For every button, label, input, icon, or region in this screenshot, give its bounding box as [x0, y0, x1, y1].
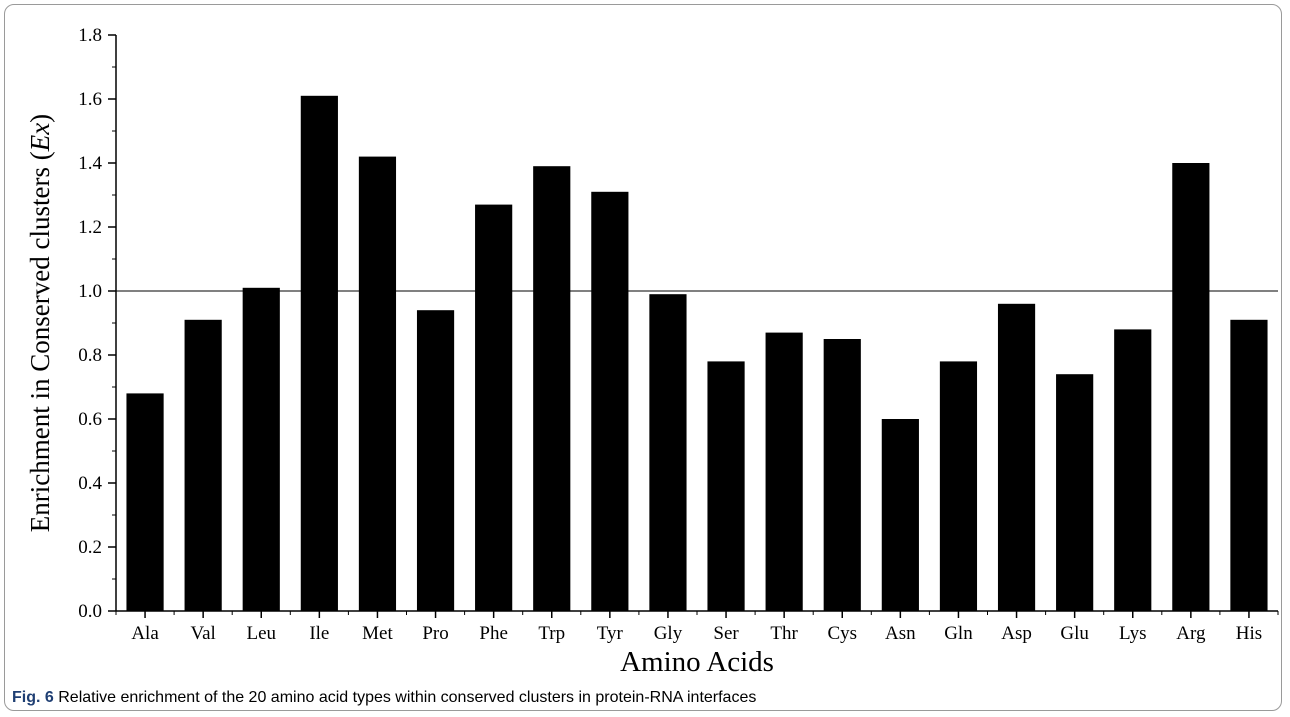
figure-caption-label: Fig. 6 [12, 689, 54, 706]
y-axis-title: Enrichment in Conserved clusters (Ex) [25, 114, 55, 532]
x-tick-label-cys: Cys [827, 623, 857, 644]
x-axis-title: Amino Acids [620, 646, 774, 678]
x-tick-label-lys: Lys [1119, 623, 1146, 644]
bars-layer [126, 95, 1268, 612]
y-tick-label: 0.6 [78, 409, 102, 430]
x-tick-label-asp: Asp [1001, 623, 1032, 644]
y-axis-title-italic: Ex [25, 123, 55, 152]
axes-layer [115, 35, 1278, 612]
x-ticks-layer: Ala Val Leu Ile Met Pro Phe Trp Tyr Gly Ser Thr Cys A… [115, 611, 1279, 644]
plot-area: 0.0 0.2 0.4 0.6 0.8 1.0 1.2 1.4 1.6 1.8 Ala Val Leu… [78, 25, 1279, 644]
x-tick-label-leu: Leu [246, 623, 276, 644]
x-tick-label-trp: Trp [538, 623, 565, 644]
bar-thr [765, 332, 803, 611]
bar-chart: 0.0 0.2 0.4 0.6 0.8 1.0 1.2 1.4 1.6 1.8 Ala Val Leu… [25, 25, 1279, 678]
x-tick-label-phe: Phe [479, 623, 508, 644]
y-tick-label: 1.6 [78, 89, 102, 110]
bar-glu [1056, 374, 1094, 611]
figure-caption-text: Relative enrichment of the 20 amino acid… [58, 689, 757, 706]
bar-met [358, 156, 397, 611]
y-tick-label: 0.4 [78, 473, 102, 494]
x-tick-label-gly: Gly [654, 623, 683, 644]
x-tick-label-ala: Ala [131, 623, 159, 644]
bar-cys [823, 339, 861, 611]
x-tick-label-arg: Arg [1176, 623, 1206, 644]
x-tick-label-ile: Ile [309, 623, 329, 644]
bar-asn [881, 419, 919, 611]
x-tick-label-met: Met [362, 623, 393, 644]
figure-caption: Fig. 6 Relative enrichment of the 20 ami… [12, 689, 756, 707]
y-axis-title-main: Enrichment in Conserved clusters ( [25, 151, 55, 532]
bar-ser [707, 361, 745, 611]
y-tick-label: 0.0 [78, 601, 102, 622]
bar-lys [1114, 329, 1152, 611]
bar-gln [939, 361, 978, 611]
bar-ile [300, 95, 338, 612]
y-tick-label: 1.0 [78, 281, 102, 302]
x-tick-label-tyr: Tyr [597, 623, 624, 644]
bar-pro [416, 310, 455, 611]
y-tick-label: 1.2 [78, 217, 102, 238]
y-tick-label: 0.2 [78, 537, 102, 558]
y-axis-title-close: ) [25, 114, 55, 123]
y-ticks-layer: 0.0 0.2 0.4 0.6 0.8 1.0 1.2 1.4 1.6 1.8 [78, 25, 116, 622]
bar-arg [1172, 163, 1210, 611]
x-tick-label-his: His [1236, 623, 1262, 644]
x-tick-label-glu: Glu [1060, 623, 1089, 644]
bar-ala [126, 393, 164, 611]
bar-asp [997, 303, 1036, 611]
bar-gly [649, 294, 687, 611]
bar-leu [242, 287, 280, 611]
x-tick-label-ser: Ser [713, 623, 739, 644]
x-tick-label-asn: Asn [885, 623, 916, 644]
y-tick-label: 1.4 [78, 153, 102, 174]
bar-val [184, 319, 222, 611]
bar-trp [533, 166, 571, 611]
bar-phe [475, 204, 513, 611]
bar-tyr [591, 191, 629, 612]
x-tick-label-thr: Thr [770, 623, 798, 644]
x-tick-label-val: Val [190, 623, 215, 644]
y-tick-label: 1.8 [78, 25, 102, 46]
x-tick-label-gln: Gln [944, 623, 973, 644]
bar-his [1230, 319, 1268, 611]
y-tick-label: 0.8 [78, 345, 102, 366]
x-tick-label-pro: Pro [422, 623, 448, 644]
